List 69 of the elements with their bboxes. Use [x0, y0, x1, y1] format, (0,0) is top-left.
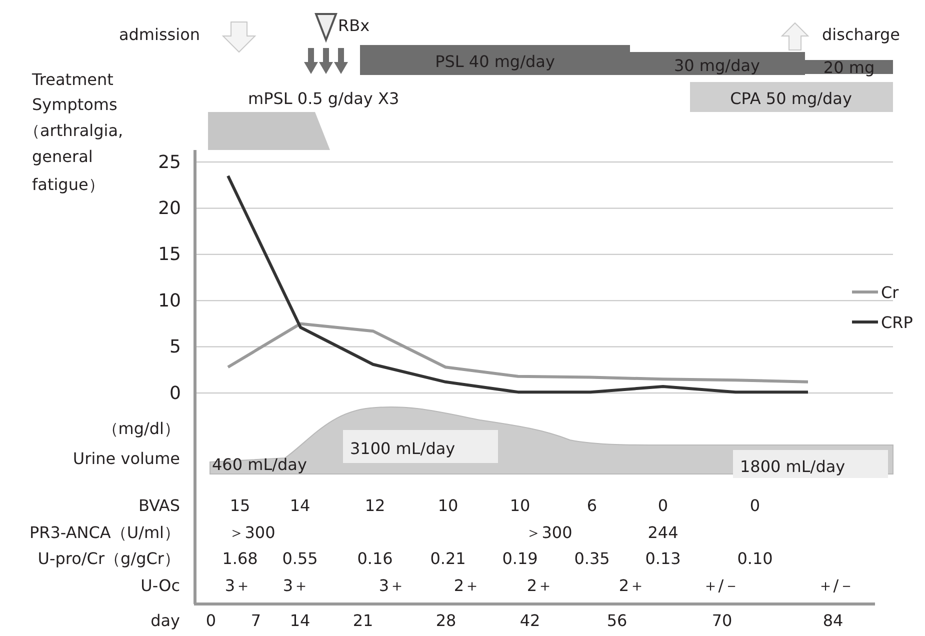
text: 0 [750, 496, 760, 515]
y-tick-label: 10 [158, 290, 181, 312]
text: 20 mg [823, 58, 875, 77]
y-axis-title: （mg/dl） [102, 419, 180, 438]
text: 0.19 [502, 549, 538, 568]
text: fatigue） [32, 175, 104, 194]
line-series [226, 174, 810, 394]
text: （arthralgia, [24, 121, 124, 140]
text: 3＋ [224, 576, 252, 595]
text: 28 [436, 611, 456, 630]
text: ＋/－ [702, 576, 740, 595]
text: PR3-ANCA（U/ml） [29, 523, 180, 542]
text: ＞300 [526, 523, 572, 542]
y-tick-label: 25 [158, 152, 181, 173]
text: 0.55 [282, 549, 318, 568]
line-series [226, 322, 810, 384]
text: 6 [586, 496, 598, 515]
text: 0.35 [574, 549, 610, 568]
text: 244 [648, 523, 678, 542]
text: 84 [822, 611, 844, 630]
text: 0.10 [737, 549, 773, 568]
text: ＞300 [228, 523, 276, 542]
text: 3＋ [282, 576, 310, 595]
text: ＋/－ [817, 576, 855, 595]
text: 3＋ [378, 576, 406, 595]
y-tick-label: 5 [170, 336, 181, 358]
legend-label: Cr [881, 283, 900, 302]
y-tick-label: 20 [158, 198, 181, 219]
text: 14 [290, 496, 310, 515]
text: 460 mL/day [212, 455, 307, 474]
text: 1.68 [222, 549, 258, 568]
text: RBx [338, 16, 370, 35]
text: U-Oc [140, 576, 180, 595]
text: 1800 mL/day [740, 457, 846, 476]
text: 15 [230, 496, 250, 515]
text: CPA 50 mg/day [730, 89, 852, 108]
text: 10 [510, 496, 530, 515]
text: 14 [290, 611, 310, 630]
text: general [32, 147, 93, 166]
text: 12 [364, 496, 386, 515]
text: 2＋ [526, 576, 554, 595]
text: 2＋ [618, 576, 646, 595]
text: U-pro/Cr（g/gCr） [38, 549, 180, 568]
text: discharge [822, 25, 900, 44]
text: 42 [520, 611, 540, 630]
text: 0.13 [645, 549, 681, 568]
text: 0 [206, 611, 216, 630]
text: mPSL 0.5 g/day X3 [248, 89, 400, 108]
text: day [150, 611, 180, 630]
text: Treatment [31, 70, 114, 89]
legend-label: CRP [881, 313, 914, 332]
text: 0.21 [430, 549, 466, 568]
text: 21 [352, 611, 374, 630]
text: PSL 40 mg/day [435, 52, 555, 71]
text: admission [118, 25, 200, 44]
y-tick-label: 15 [158, 244, 181, 266]
text: 30 mg/day [674, 56, 760, 75]
text: 0.16 [357, 549, 393, 568]
text: 70 [712, 611, 732, 630]
text: 7 [250, 611, 262, 630]
text: 0 [658, 496, 668, 515]
y-tick-label: 0 [170, 382, 181, 404]
text: 3100 mL/day [350, 439, 456, 458]
text: Urine volume [72, 449, 180, 468]
text: BVAS [138, 496, 180, 515]
text: 56 [606, 611, 628, 630]
text: 10 [438, 496, 458, 515]
text: 2＋ [454, 576, 480, 595]
text: Symptoms [32, 95, 118, 114]
